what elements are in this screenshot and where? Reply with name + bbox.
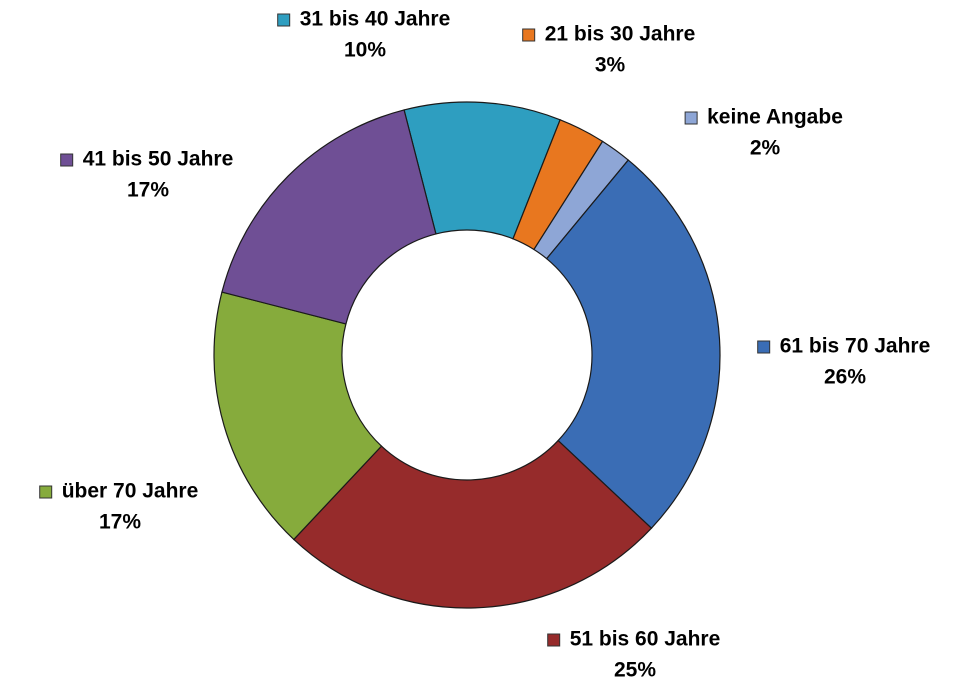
slice-label: über 70 Jahre [62, 480, 199, 503]
slice-value-label: 26% [824, 366, 866, 389]
slice-label: 21 bis 30 Jahre [545, 23, 696, 46]
slice-value-label: 2% [750, 137, 781, 160]
slice-label: 41 bis 50 Jahre [83, 148, 234, 171]
slice-value-label: 3% [595, 54, 626, 77]
slice-value-label: 10% [344, 39, 386, 62]
slice-label: keine Angabe [707, 106, 843, 129]
slice-value-label: 25% [614, 659, 656, 682]
legend-key [39, 485, 53, 499]
slice-label: 31 bis 40 Jahre [300, 8, 451, 31]
legend-key [522, 28, 536, 42]
slice-value-label: 17% [99, 511, 141, 534]
slice-value-label: 17% [127, 179, 169, 202]
slice-label: 61 bis 70 Jahre [780, 335, 931, 358]
donut-slice [221, 109, 437, 325]
donut-slice [545, 159, 721, 530]
donut-slice [292, 439, 653, 609]
legend-key [757, 340, 771, 354]
donut-slice [213, 291, 383, 541]
legend-key [277, 13, 291, 27]
legend-key [60, 153, 74, 167]
legend-key [547, 633, 561, 647]
slice-label: 51 bis 60 Jahre [570, 628, 721, 651]
legend-key [684, 111, 698, 125]
